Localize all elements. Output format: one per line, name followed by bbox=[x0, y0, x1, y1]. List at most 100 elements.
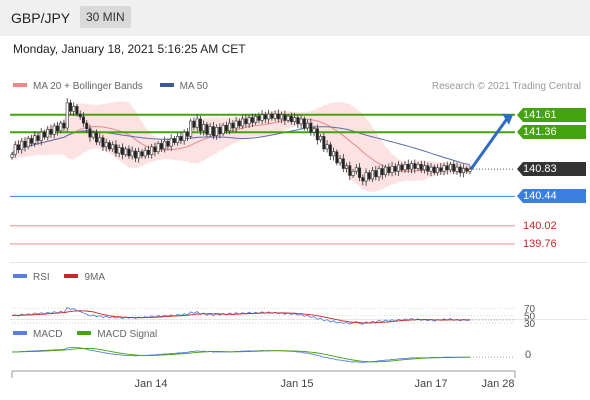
panel-divider-rsi bbox=[10, 262, 588, 263]
ma50-line bbox=[11, 126, 471, 166]
support-price-label: 140.02 bbox=[523, 220, 557, 232]
candle-up bbox=[111, 144, 115, 150]
resistance-price-label: 141.61 bbox=[517, 108, 586, 122]
candle-down bbox=[244, 118, 248, 125]
candle-up bbox=[10, 154, 14, 158]
candle-up bbox=[176, 136, 180, 143]
candle-up bbox=[403, 163, 407, 171]
candle-down bbox=[23, 140, 27, 148]
candle-down bbox=[393, 166, 397, 172]
candle-down bbox=[439, 167, 443, 172]
candle-up bbox=[384, 166, 388, 176]
candle-down bbox=[85, 122, 89, 130]
candle-up bbox=[462, 168, 466, 173]
candle-down bbox=[283, 114, 287, 121]
candle-down bbox=[166, 140, 170, 147]
candle-down bbox=[419, 163, 423, 171]
candle-down bbox=[276, 113, 280, 120]
candle-down bbox=[101, 137, 105, 148]
macd-signal-swatch bbox=[77, 331, 92, 336]
ma20-legend-label: MA 20 + Bollinger Bands bbox=[33, 81, 143, 92]
candle-down bbox=[224, 124, 228, 132]
candle-up bbox=[436, 167, 440, 173]
candle-down bbox=[55, 125, 59, 132]
candle-down bbox=[205, 124, 209, 135]
candle-up bbox=[59, 122, 63, 132]
candle-down bbox=[211, 126, 215, 136]
candle-down bbox=[107, 142, 111, 150]
candle-up bbox=[13, 144, 17, 155]
candle-up bbox=[189, 120, 193, 137]
candle-down bbox=[322, 136, 326, 150]
x-tick-label: Jan 15 bbox=[280, 378, 313, 390]
candle-up bbox=[156, 143, 160, 153]
candle-down bbox=[465, 168, 469, 172]
forecast-arrow-head bbox=[502, 113, 513, 125]
candle-up bbox=[228, 122, 232, 132]
candle-up bbox=[468, 168, 472, 172]
candle-down bbox=[374, 170, 378, 178]
currency-pair-title: GBP/JPY bbox=[11, 10, 71, 26]
macd-swatch bbox=[13, 331, 27, 336]
candle-down bbox=[335, 151, 339, 164]
candle-up bbox=[354, 167, 358, 172]
candle-down bbox=[153, 146, 157, 153]
candle-down bbox=[159, 143, 163, 150]
candle-down bbox=[406, 163, 410, 170]
candle-down bbox=[341, 158, 345, 169]
candle-up bbox=[338, 158, 342, 164]
candle-down bbox=[198, 118, 202, 132]
candle-up bbox=[410, 163, 414, 170]
candle-up bbox=[429, 166, 433, 172]
macd-legend-label: MACD bbox=[33, 329, 63, 340]
candle-up bbox=[72, 106, 76, 112]
ma50-swatch bbox=[159, 83, 174, 88]
candle-up bbox=[91, 132, 95, 138]
candle-up bbox=[299, 118, 303, 125]
candle-up bbox=[221, 124, 225, 134]
candle-up bbox=[234, 120, 238, 129]
rsi-level-label: 50 bbox=[524, 312, 536, 323]
candle-down bbox=[289, 115, 293, 123]
candle-up bbox=[371, 170, 375, 180]
candle-up bbox=[26, 138, 30, 148]
rsi-nine-ma-line bbox=[11, 310, 470, 324]
ma20-line bbox=[11, 118, 471, 172]
candle-down bbox=[302, 118, 306, 129]
rsi-legend: RSI 9MA bbox=[13, 272, 105, 283]
candle-up bbox=[423, 165, 427, 171]
macd-signal-legend-label: MACD Signal bbox=[97, 329, 158, 340]
candle-up bbox=[46, 129, 50, 138]
candle-down bbox=[127, 148, 131, 157]
candle-down bbox=[270, 113, 274, 119]
timeframe-badge[interactable]: 30 MIN bbox=[80, 6, 131, 28]
candle-down bbox=[452, 163, 456, 172]
candle-up bbox=[182, 131, 186, 141]
candle-down bbox=[296, 117, 300, 125]
candle-down bbox=[81, 116, 85, 124]
candle-up bbox=[39, 131, 43, 141]
candle-up bbox=[150, 146, 154, 155]
rsi-level-label: 70 bbox=[524, 304, 536, 315]
candle-up bbox=[267, 113, 271, 120]
candle-down bbox=[458, 166, 462, 173]
candle-down bbox=[120, 147, 124, 155]
candle-up bbox=[163, 140, 167, 150]
candle-up bbox=[351, 170, 355, 176]
candle-down bbox=[231, 122, 235, 129]
x-tick-label: Jan 14 bbox=[134, 378, 167, 390]
candle-down bbox=[432, 166, 436, 173]
candle-up bbox=[143, 150, 147, 157]
macd-line bbox=[11, 346, 470, 363]
candle-up bbox=[442, 165, 446, 172]
candle-up bbox=[455, 166, 459, 172]
candle-down bbox=[140, 151, 144, 157]
macd-legend: MACD MACD Signal bbox=[13, 329, 157, 340]
candle-up bbox=[195, 118, 199, 128]
candle-down bbox=[36, 135, 40, 141]
candle-down bbox=[413, 163, 417, 169]
candle-up bbox=[104, 142, 108, 148]
candle-up bbox=[247, 117, 251, 125]
price-legend: MA 20 + Bollinger Bands MA 50 bbox=[13, 81, 208, 92]
candle-down bbox=[172, 138, 176, 143]
